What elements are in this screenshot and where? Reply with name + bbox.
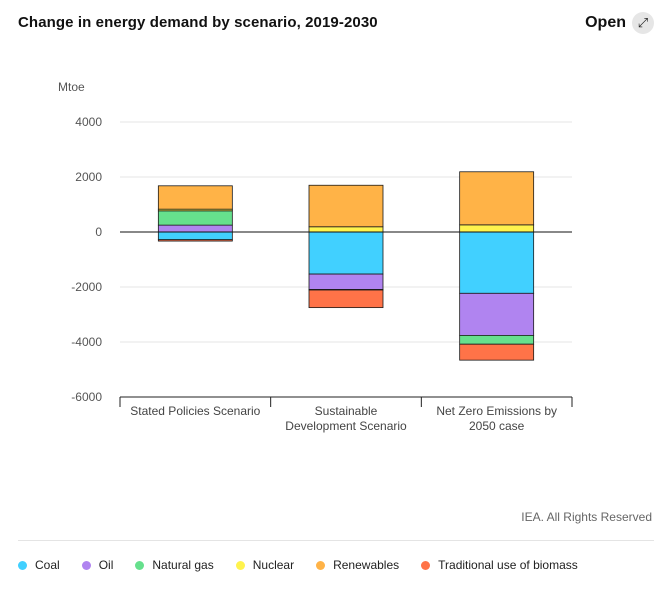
legend-item[interactable]: Nuclear [235, 558, 295, 572]
bar-segment [459, 224, 535, 233]
bar-segment [308, 289, 384, 309]
legend: Coal Oil Natural gas Nuclear Renewables Tradi… [18, 558, 600, 572]
y-tick-label: 0 [95, 225, 102, 239]
bar-segment [308, 226, 384, 233]
legend-item[interactable]: Renewables [316, 558, 399, 572]
y-tick-label: -6000 [71, 390, 102, 404]
legend-label: Oil [98, 558, 114, 572]
open-button[interactable]: Open ⤢ [585, 12, 654, 34]
bar-segment [157, 231, 233, 241]
y-tick-label: -2000 [71, 280, 102, 294]
y-tick-label: 2000 [75, 170, 102, 184]
chart-title: Change in energy demand by scenario, 201… [18, 14, 378, 31]
legend-item[interactable]: Oil [81, 558, 114, 572]
legend-item[interactable]: Natural gas [135, 558, 214, 572]
bar-segment [308, 184, 384, 228]
y-tick-label: -4000 [71, 335, 102, 349]
bar-segment [308, 273, 384, 290]
bar-segment [459, 334, 535, 345]
bar-segment [459, 171, 535, 226]
open-button-label: Open [585, 14, 626, 31]
bar-segment [157, 210, 233, 226]
x-category-label: 2050 case [469, 419, 525, 433]
x-category-label: Net Zero Emissions by [436, 404, 557, 418]
bar-segment [157, 224, 233, 233]
legend-swatch [135, 560, 145, 570]
x-category-label: Sustainable [315, 404, 378, 418]
bar-segment [459, 231, 535, 294]
legend-label: Renewables [333, 558, 400, 572]
legend-label: Traditional use of biomass [438, 558, 578, 572]
legend-label: Natural gas [152, 558, 214, 572]
legend-item[interactable]: Traditional use of biomass [421, 558, 578, 572]
y-axis-unit-label: Mtoe [58, 80, 85, 94]
y-tick-label: 4000 [75, 115, 102, 129]
legend-divider [18, 540, 654, 541]
x-category-label: Stated Policies Scenario [130, 404, 260, 418]
credit-text: IEA. All Rights Reserved [521, 510, 652, 524]
legend-swatch [81, 560, 91, 570]
bar-segment [459, 292, 535, 336]
expand-arrow-icon: ⤢ [632, 12, 654, 34]
bar-segment [459, 343, 535, 361]
legend-label: Coal [35, 558, 60, 572]
legend-swatch [18, 560, 27, 570]
legend-label: Nuclear [252, 558, 295, 572]
legend-item[interactable]: Coal [18, 558, 60, 572]
bar-segment [308, 231, 384, 275]
x-category-label: Development Scenario [285, 419, 407, 433]
bar-segment [157, 185, 233, 210]
chart-area: Mtoe 4000 2000 0 -2000 -4000 -6000 Stated Polic… [58, 80, 573, 433]
bar-segment [157, 239, 233, 242]
legend-swatch [421, 560, 431, 570]
legend-swatch [316, 560, 326, 570]
legend-swatch [235, 560, 245, 570]
